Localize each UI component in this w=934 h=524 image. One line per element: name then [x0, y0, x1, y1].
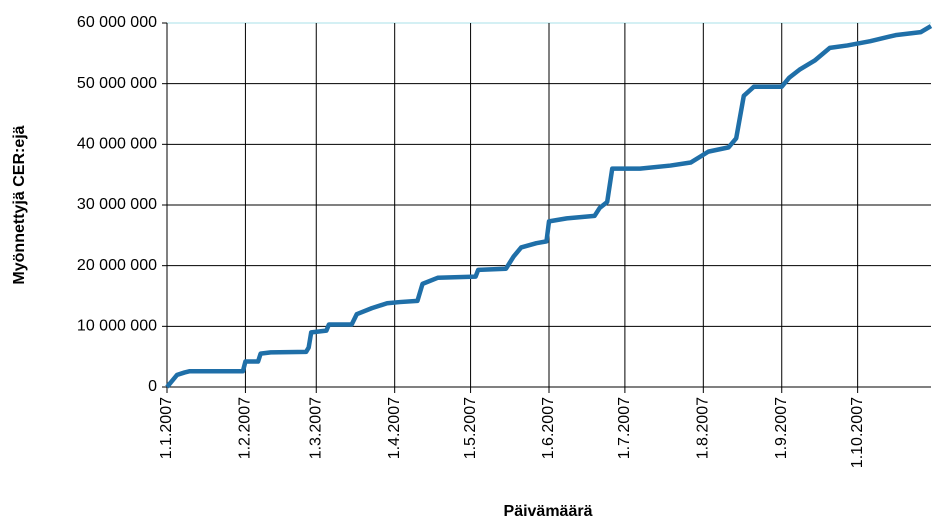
x-tick-label: 1.7.2007: [616, 397, 633, 459]
x-tick-label: 1.10.2007: [849, 397, 866, 468]
x-tick-label: 1.8.2007: [695, 397, 712, 459]
y-axis-label: Myönnettyjä CER:ejä: [11, 125, 28, 284]
x-tick-label: 1.3.2007: [307, 397, 324, 459]
y-tick-label: 40 000 000: [77, 136, 157, 153]
y-tick-label: 10 000 000: [77, 318, 157, 335]
data-line: [165, 24, 933, 389]
y-tick-label: 0: [148, 378, 157, 395]
y-tick-label: 30 000 000: [77, 196, 157, 213]
x-tick-label: 1.6.2007: [540, 397, 557, 459]
x-tick-label: 1.4.2007: [386, 397, 403, 459]
x-axis-label: Päivämäärä: [504, 503, 593, 520]
y-tick-label: 50 000 000: [77, 75, 157, 92]
x-tick-label: 1.9.2007: [773, 397, 790, 459]
x-tick-label: 1.1.2007: [158, 397, 175, 459]
y-tick-label: 60 000 000: [77, 14, 157, 31]
y-tick-label: 20 000 000: [77, 257, 157, 274]
x-tick-label: 1.2.2007: [237, 397, 254, 459]
x-tick-label: 1.5.2007: [462, 397, 479, 459]
